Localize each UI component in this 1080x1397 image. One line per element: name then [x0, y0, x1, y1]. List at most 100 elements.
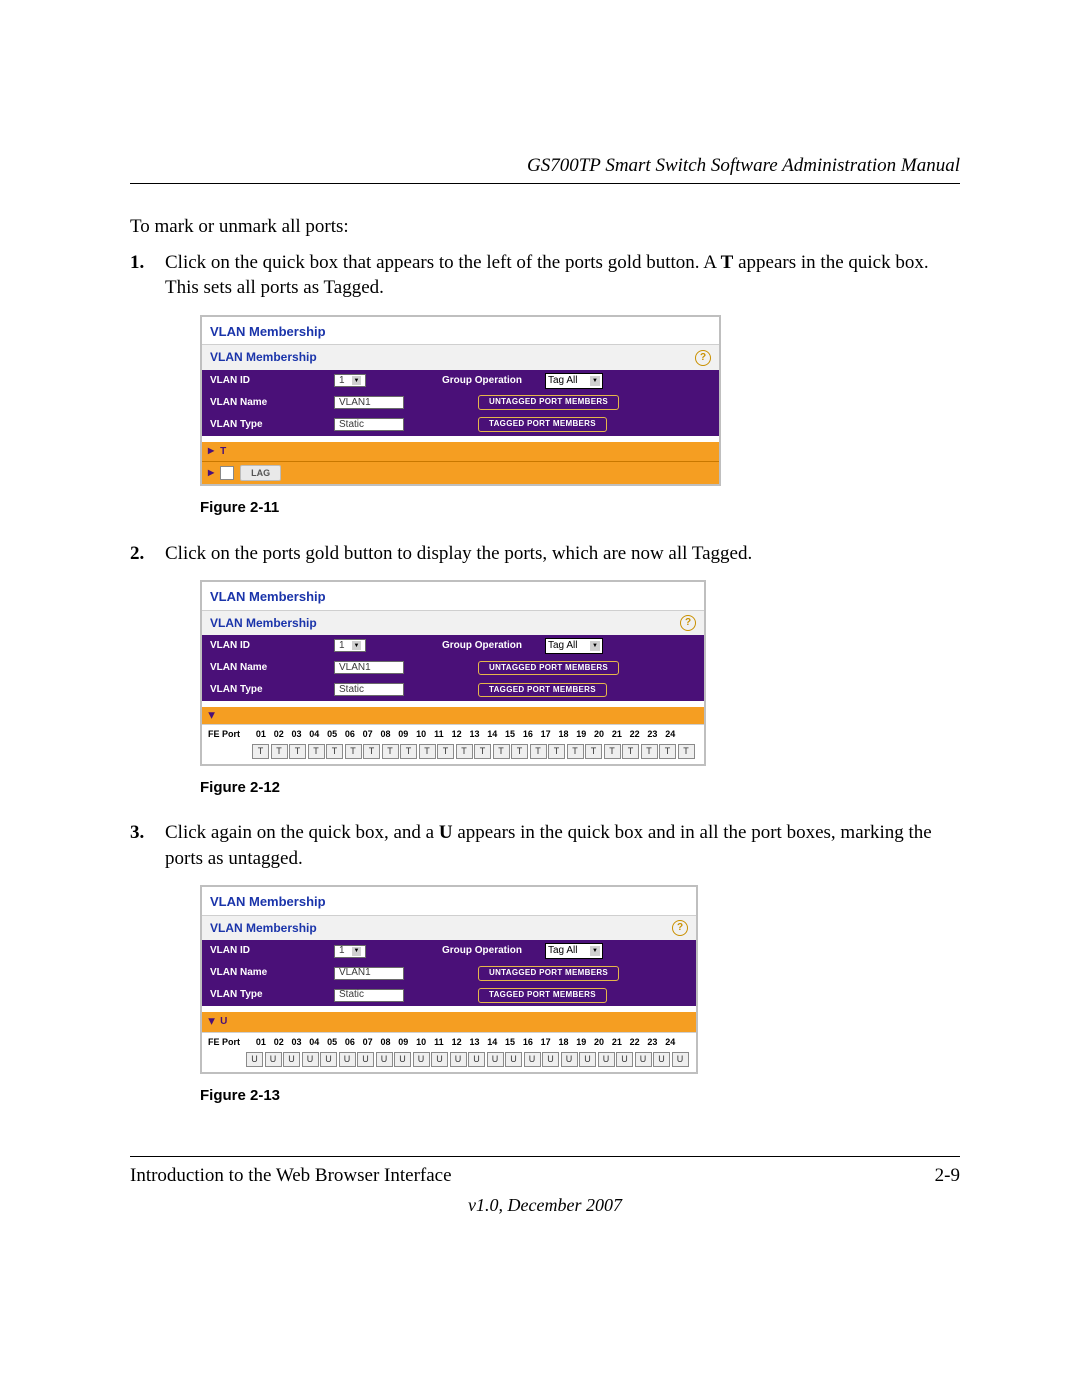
port-cell[interactable]: U — [672, 1052, 689, 1067]
port-cell[interactable]: T — [659, 744, 676, 759]
port-number: 11 — [430, 728, 448, 740]
port-cell[interactable]: U — [487, 1052, 504, 1067]
port-number: 17 — [537, 728, 555, 740]
port-number: 10 — [412, 1036, 430, 1048]
panel-subbar: VLAN Membership ? — [202, 610, 704, 635]
port-cell[interactable]: U — [246, 1052, 263, 1067]
help-icon[interactable]: ? — [672, 920, 688, 936]
port-cell[interactable]: T — [604, 744, 621, 759]
port-cell[interactable]: U — [598, 1052, 615, 1067]
port-cell[interactable]: U — [376, 1052, 393, 1067]
port-cell[interactable]: U — [616, 1052, 633, 1067]
port-number: 06 — [341, 728, 359, 740]
figure-2-12-panel: VLAN Membership VLAN Membership ? VLAN I… — [200, 580, 706, 766]
port-cell[interactable]: T — [363, 744, 380, 759]
tagged-button[interactable]: TAGGED PORT MEMBERS — [478, 988, 607, 1003]
port-cell[interactable]: T — [493, 744, 510, 759]
untagged-button[interactable]: UNTAGGED PORT MEMBERS — [478, 966, 619, 981]
port-cell[interactable]: U — [505, 1052, 522, 1067]
tagged-button[interactable]: TAGGED PORT MEMBERS — [478, 417, 607, 432]
untagged-button[interactable]: UNTAGGED PORT MEMBERS — [478, 661, 619, 676]
help-icon[interactable]: ? — [695, 350, 711, 366]
port-cell[interactable]: U — [357, 1052, 374, 1067]
port-number: 05 — [323, 728, 341, 740]
port-cell[interactable]: U — [413, 1052, 430, 1067]
gold-bar-u[interactable]: ▶ U — [202, 1012, 696, 1032]
input-group-op[interactable]: Tag All ▼ — [545, 638, 603, 654]
help-icon[interactable]: ? — [680, 615, 696, 631]
untagged-button[interactable]: UNTAGGED PORT MEMBERS — [478, 395, 619, 410]
port-number: 23 — [644, 1036, 662, 1048]
input-vlan-name[interactable]: VLAN1 — [334, 661, 404, 674]
port-header-row: FE Port 01020304050607080910111213141516… — [202, 1032, 696, 1050]
port-cell[interactable]: T — [308, 744, 325, 759]
input-group-op[interactable]: Tag All ▼ — [545, 943, 603, 959]
port-cell[interactable]: T — [271, 744, 288, 759]
port-cell[interactable]: U — [468, 1052, 485, 1067]
port-number: 07 — [359, 728, 377, 740]
port-number: 16 — [519, 728, 537, 740]
step-2-text: Click on the ports gold button to displa… — [165, 543, 752, 564]
port-cell[interactable]: U — [320, 1052, 337, 1067]
port-cell[interactable]: U — [265, 1052, 282, 1067]
port-number: 04 — [305, 1036, 323, 1048]
port-cell[interactable]: T — [382, 744, 399, 759]
label-group-op: Group Operation — [442, 639, 537, 653]
input-vlan-name[interactable]: VLAN1 — [334, 967, 404, 980]
port-cell[interactable]: T — [678, 744, 695, 759]
port-cell[interactable]: T — [622, 744, 639, 759]
port-cell[interactable]: T — [419, 744, 436, 759]
port-cell[interactable]: T — [641, 744, 658, 759]
port-number: 19 — [572, 1036, 590, 1048]
port-number: 14 — [483, 1036, 501, 1048]
port-cell[interactable]: U — [542, 1052, 559, 1067]
port-cell[interactable]: U — [394, 1052, 411, 1067]
input-vlan-name[interactable]: VLAN1 — [334, 396, 404, 409]
panel-subbar: VLAN Membership ? — [202, 344, 719, 369]
port-cell[interactable]: U — [635, 1052, 652, 1067]
input-vlan-id[interactable]: 1 ▼ — [334, 945, 366, 958]
gold-bar-lag[interactable]: ▶ LAG — [202, 461, 719, 484]
port-cell[interactable]: T — [511, 744, 528, 759]
port-cell[interactable]: T — [530, 744, 547, 759]
port-cell[interactable]: U — [339, 1052, 356, 1067]
gold-bar-collapse[interactable]: ▶ — [202, 707, 704, 724]
port-number: 20 — [590, 1036, 608, 1048]
lag-button[interactable]: LAG — [240, 465, 281, 481]
port-cell[interactable]: T — [456, 744, 473, 759]
port-cell[interactable]: U — [653, 1052, 670, 1067]
figure-caption-11: Figure 2-11 — [200, 498, 960, 518]
port-cell[interactable]: T — [400, 744, 417, 759]
port-cell[interactable]: T — [252, 744, 269, 759]
port-cell[interactable]: U — [283, 1052, 300, 1067]
port-cell[interactable]: T — [567, 744, 584, 759]
dropdown-icon: ▼ — [352, 947, 361, 956]
input-vlan-id[interactable]: 1 ▼ — [334, 374, 366, 387]
port-cell[interactable]: U — [561, 1052, 578, 1067]
input-group-op[interactable]: Tag All ▼ — [545, 373, 603, 389]
port-number: 15 — [501, 1036, 519, 1048]
dropdown-icon: ▼ — [590, 946, 600, 956]
gold-bar-t[interactable]: ▶ T — [202, 442, 719, 462]
port-cell[interactable]: T — [326, 744, 343, 759]
port-number: 24 — [661, 728, 679, 740]
quick-box-empty[interactable] — [220, 466, 234, 480]
config-block: VLAN ID 1 ▼ Group Operation Tag All ▼ VL… — [202, 940, 696, 1006]
port-cell[interactable]: T — [548, 744, 565, 759]
port-cell[interactable]: U — [450, 1052, 467, 1067]
fe-port-label: FE Port — [208, 728, 252, 740]
input-vlan-id[interactable]: 1 ▼ — [334, 639, 366, 652]
figure-caption-12: Figure 2-12 — [200, 778, 960, 798]
dropdown-icon: ▼ — [590, 641, 600, 651]
port-cell[interactable]: T — [474, 744, 491, 759]
tagged-button[interactable]: TAGGED PORT MEMBERS — [478, 683, 607, 698]
port-cell[interactable]: T — [289, 744, 306, 759]
port-cell[interactable]: U — [431, 1052, 448, 1067]
port-cell[interactable]: U — [579, 1052, 596, 1067]
port-cell[interactable]: T — [345, 744, 362, 759]
port-cell[interactable]: T — [585, 744, 602, 759]
port-number: 01 — [252, 728, 270, 740]
port-cell[interactable]: U — [524, 1052, 541, 1067]
port-cell[interactable]: T — [437, 744, 454, 759]
port-cell[interactable]: U — [302, 1052, 319, 1067]
